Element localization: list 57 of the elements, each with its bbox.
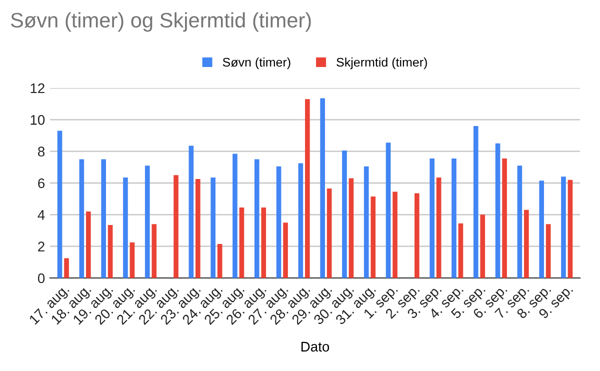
bar [79, 159, 84, 278]
legend-label: Søvn (timer) [222, 58, 290, 70]
bar [261, 208, 266, 278]
bar [276, 166, 282, 278]
y-tick-label: 2 [38, 242, 44, 252]
bar [188, 146, 194, 278]
x-axis-title: Dato [301, 342, 330, 352]
bar [517, 166, 522, 278]
bar [217, 244, 222, 278]
bar [458, 223, 464, 278]
legend-label: Skjermtid (timer) [336, 58, 427, 70]
bar [568, 180, 573, 278]
bar [370, 196, 376, 278]
bar [326, 188, 332, 278]
bar [130, 242, 135, 278]
bar [480, 214, 486, 278]
bar [86, 212, 91, 278]
bar [539, 180, 544, 278]
bar [524, 210, 529, 278]
bar [473, 126, 478, 278]
bar [64, 258, 69, 278]
bar [254, 159, 260, 278]
bar [144, 166, 150, 278]
bar [348, 178, 354, 278]
bar [298, 163, 304, 278]
bar [502, 158, 507, 278]
bar [495, 143, 500, 278]
y-tick-label: 0 [38, 273, 45, 284]
y-tick-label: 12 [30, 83, 44, 94]
bar [436, 177, 442, 278]
bar [123, 177, 128, 278]
bar [414, 193, 420, 278]
bar [342, 150, 347, 278]
bar [430, 158, 434, 278]
bar [196, 179, 200, 278]
bar [101, 159, 106, 278]
bar [174, 175, 178, 278]
bar [210, 177, 216, 278]
bar [239, 208, 244, 278]
bar [392, 192, 398, 278]
y-tick-label: 6 [38, 178, 45, 188]
bar [386, 142, 391, 278]
bar [546, 224, 551, 278]
y-tick-label: 4 [38, 210, 45, 220]
bar [57, 130, 62, 278]
bar [152, 224, 157, 278]
bar [364, 166, 369, 278]
bar [108, 224, 113, 278]
chart-title: Søvn (timer) og Skjermtid (timer) [10, 12, 311, 32]
y-tick-label: 8 [38, 146, 45, 157]
bar [232, 154, 238, 278]
bar [320, 98, 325, 278]
bar [561, 176, 566, 278]
bar [283, 222, 288, 278]
bar [452, 158, 456, 278]
y-tick-label: 10 [30, 115, 45, 125]
bar [305, 99, 310, 278]
